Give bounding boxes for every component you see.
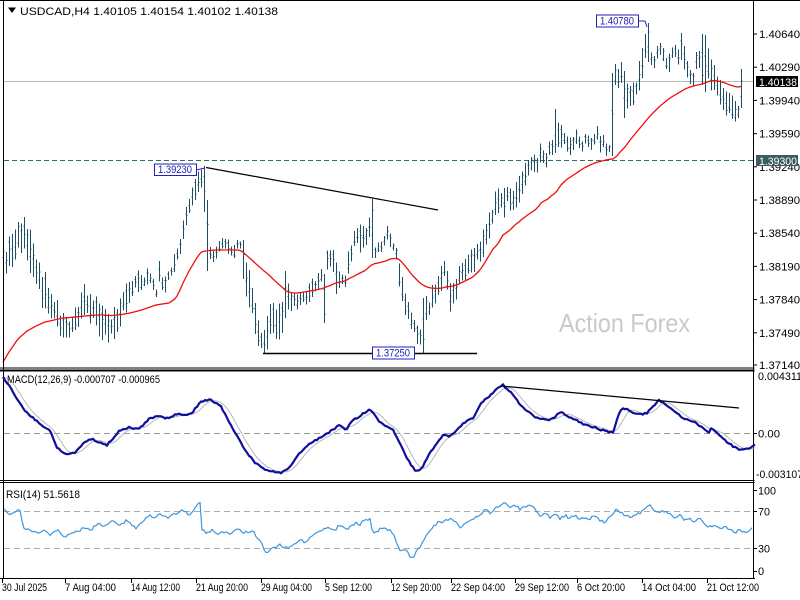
- svg-text:6 Oct 20:00: 6 Oct 20:00: [577, 582, 625, 594]
- svg-text:70: 70: [758, 507, 770, 519]
- svg-text:RSI(14) 51.5618: RSI(14) 51.5618: [6, 489, 80, 501]
- svg-text:1.38190: 1.38190: [759, 261, 800, 273]
- svg-text:1.38540: 1.38540: [759, 228, 800, 240]
- svg-text:21 Aug 20:00: 21 Aug 20:00: [196, 582, 248, 594]
- svg-text:29 Sep 12:00: 29 Sep 12:00: [515, 582, 569, 594]
- svg-text:100: 100: [758, 486, 776, 498]
- svg-text:7 Aug 04:00: 7 Aug 04:00: [65, 582, 116, 594]
- svg-text:Action Forex: Action Forex: [559, 308, 690, 338]
- svg-text:1.37140: 1.37140: [759, 360, 800, 372]
- svg-text:29 Aug 04:00: 29 Aug 04:00: [261, 582, 312, 594]
- svg-text:1.40780: 1.40780: [600, 16, 634, 28]
- svg-text:1.40290: 1.40290: [759, 62, 800, 74]
- svg-text:MACD(12,26,9) -0.000707 -0.000: MACD(12,26,9) -0.000707 -0.000965: [7, 374, 160, 386]
- svg-text:14 Oct 04:00: 14 Oct 04:00: [642, 582, 696, 594]
- svg-text:1.39940: 1.39940: [759, 95, 800, 107]
- svg-text:30 Jul 2025: 30 Jul 2025: [2, 582, 47, 594]
- svg-text:1.39230: 1.39230: [158, 164, 192, 176]
- svg-text:-0.003107: -0.003107: [756, 469, 800, 481]
- svg-text:30: 30: [758, 544, 770, 556]
- svg-text:1.37490: 1.37490: [759, 328, 800, 340]
- svg-text:12 Sep 20:00: 12 Sep 20:00: [391, 582, 441, 594]
- svg-text:0.004311: 0.004311: [758, 371, 800, 383]
- svg-text:0.00: 0.00: [758, 429, 780, 441]
- svg-text:1.37840: 1.37840: [759, 295, 800, 307]
- svg-text:1.40640: 1.40640: [759, 29, 800, 41]
- svg-text:14 Aug 12:00: 14 Aug 12:00: [131, 582, 180, 594]
- svg-text:22 Sep 04:00: 22 Sep 04:00: [451, 582, 505, 594]
- svg-text:1.40138: 1.40138: [759, 77, 797, 89]
- svg-text:USDCAD,H4 1.40105 1.40154 1.4: USDCAD,H4 1.40105 1.40154 1.40102 1.4013…: [20, 6, 278, 18]
- svg-text:5 Sep 12:00: 5 Sep 12:00: [325, 582, 372, 594]
- svg-text:1.39590: 1.39590: [759, 129, 800, 141]
- svg-text:1.37250: 1.37250: [376, 348, 410, 360]
- svg-text:21 Oct 12:00: 21 Oct 12:00: [707, 582, 759, 594]
- svg-text:0: 0: [758, 566, 764, 578]
- svg-text:1.38890: 1.38890: [759, 195, 800, 207]
- svg-text:1.39300: 1.39300: [759, 156, 797, 168]
